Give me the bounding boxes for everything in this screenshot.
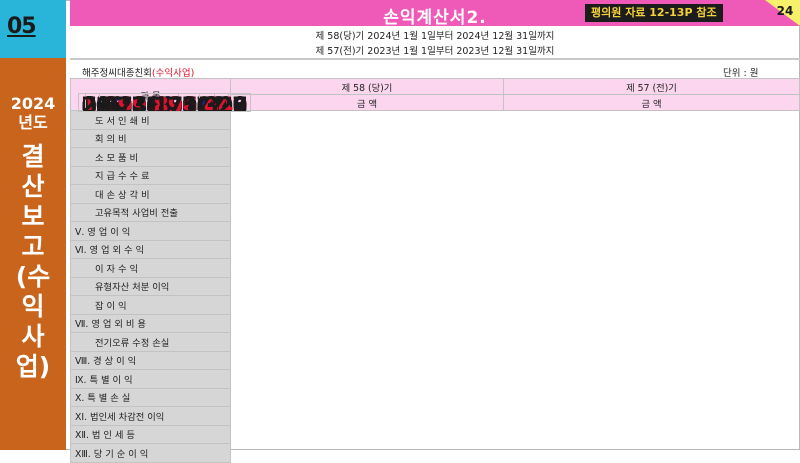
row-label: 전기오류 수정 손실 xyxy=(70,332,231,352)
table-row: Ⅹ. 특 별 손 실 xyxy=(70,92,800,407)
header-current-amount: 금 액 xyxy=(230,94,504,111)
row-label: Ⅹ. 특 별 손 실 xyxy=(70,387,231,407)
sidebar-year: 2024 년도 xyxy=(10,94,56,132)
row-label: 회 의 비 xyxy=(70,128,231,148)
row-label: ⅩⅢ. 당 기 순 이 익 xyxy=(70,443,231,463)
table-row: ⅩⅡ. 법 인 세 등 663,007,402 705,301,341 xyxy=(70,92,800,444)
table-row: 지 급 수 수 료 657,199,974 600,858,926 xyxy=(70,92,800,185)
table-row: 전기오류 수정 손실 xyxy=(70,92,800,352)
row-label: 유형자산 처분 이익 xyxy=(70,276,231,296)
table-row: Ⅷ. 경 상 이 익 1,962,903,849 2,928,476,668 xyxy=(70,92,800,370)
row-label: 소 모 품 비 xyxy=(70,147,231,167)
row-label: 이 자 수 익 xyxy=(70,258,231,278)
table-row: 유형자산 처분 이익 0 587,949,870 xyxy=(70,92,800,296)
divider xyxy=(70,58,800,60)
table-row: 이 자 수 익 1,456,187,100 1,714,687,259 xyxy=(70,92,800,278)
table-row: 대 손 상 각 비 0 125,764 xyxy=(70,92,800,204)
reference-badge: 평의원 자료 12-13P 참조 xyxy=(585,4,723,22)
previous-total-amount: 2,223,175,327 xyxy=(77,92,251,112)
table-row: ⅩⅢ. 당 기 순 이 익 1,299,896,447 2,223,175,327 xyxy=(70,92,800,463)
table-row: ⅩⅠ. 법인세 차감전 이익 1,962,903,849 2,928,476,668 xyxy=(70,92,800,426)
row-label: 지 급 수 수 료 xyxy=(70,165,231,185)
sidebar-title: 결 산 보 고 (수 익 사 업) xyxy=(15,142,51,381)
row-label: Ⅷ. 경 상 이 익 xyxy=(70,350,231,370)
company-segment: (수익사업) xyxy=(151,68,195,79)
table-row: Ⅵ. 영 업 외 수 익 1,458,863,536 2,308,724,392 xyxy=(70,92,800,259)
row-label: ⅩⅡ. 법 인 세 등 xyxy=(70,424,231,444)
unit-label: 단위 : 원 xyxy=(723,68,759,79)
section-number: 05 xyxy=(7,14,37,39)
sidebar: 2024 년도 결 산 보 고 (수 익 사 업) xyxy=(0,58,66,450)
table-row: 소 모 품 비 23,642,915 23,141,086 xyxy=(70,92,800,167)
table-row: 잡 이 익 2,676,436 6,087,263 xyxy=(70,92,800,315)
header-previous-period: 제 57 (전)기 xyxy=(503,78,800,95)
income-statement-table: 과 목 제 58 (당)기 제 57 (전)기 금 액 금 액 도 서 인 쇄 … xyxy=(70,78,800,463)
company-label: 해주정씨대종친회 xyxy=(82,68,152,79)
page-corner-tab xyxy=(765,0,800,26)
row-label: 도 서 인 쇄 비 xyxy=(70,110,231,130)
header-account: 과 목 xyxy=(70,78,231,111)
row-label: 잡 이 익 xyxy=(70,295,231,315)
table-row: 회 의 비 4,627,100 4,356,130 xyxy=(70,92,800,148)
period-previous: 제 57(전)기 2023년 1월 1일부터 2023년 12월 31일까지 xyxy=(315,46,555,57)
table-body: 도 서 인 쇄 비 2,598,000 1,970,000 회 의 비 4,627,10… xyxy=(70,92,800,463)
table-row: 고유목적 사업비 전출 1,670,574,217 1,512,594,915 xyxy=(70,92,800,222)
header-current-period: 제 58 (당)기 xyxy=(230,78,504,95)
table-row: 도 서 인 쇄 비 2,598,000 1,970,000 xyxy=(70,92,800,130)
row-label: Ⅴ. 영 업 이 익 xyxy=(70,221,231,241)
page-title: 손익계산서2. xyxy=(383,8,487,28)
table-row: Ⅸ. 특 별 이 익 xyxy=(70,92,800,389)
period-current: 제 58(당)기 2024년 1월 1일부터 2024년 12월 31일까지 xyxy=(315,31,555,42)
page-number: 24 xyxy=(776,4,794,18)
row-label: ⅩⅠ. 법인세 차감전 이익 xyxy=(70,406,231,426)
row-label: Ⅵ. 영 업 외 수 익 xyxy=(70,239,231,259)
row-label: 대 손 상 각 비 xyxy=(70,184,231,204)
header-previous-amount: 금 액 xyxy=(503,94,800,111)
company-name: 해주정씨대종친회(수익사업) xyxy=(82,65,194,79)
section-number-box: 05 xyxy=(0,0,66,58)
row-label: 고유목적 사업비 전출 xyxy=(70,202,231,222)
row-label: Ⅶ. 영 업 외 비 용 xyxy=(70,313,231,333)
row-label: Ⅸ. 특 별 이 익 xyxy=(70,369,231,389)
table-row: Ⅴ. 영 업 이 익 504,040,313 619,752,276 xyxy=(70,92,800,241)
